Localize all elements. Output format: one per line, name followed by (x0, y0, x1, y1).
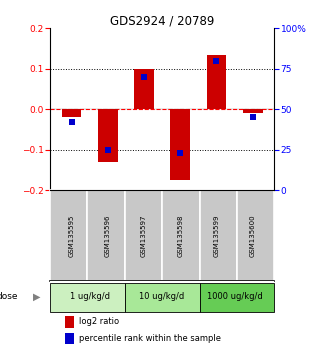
Text: 1 ug/kg/d: 1 ug/kg/d (70, 292, 109, 302)
Bar (200, 283, 274, 312)
Title: GDS2924 / 20789: GDS2924 / 20789 (110, 14, 214, 27)
Bar (62, 109, 82, 117)
Text: percentile rank within the sample: percentile rank within the sample (79, 334, 221, 343)
Bar (170, 109, 190, 180)
Text: dose: dose (0, 292, 18, 302)
Point (142, 74, 147, 80)
Text: log2 ratio: log2 ratio (79, 318, 119, 326)
Bar (50, 283, 125, 312)
Bar (200, 190, 237, 281)
Bar (237, 190, 274, 281)
Bar (206, 55, 226, 109)
Bar (125, 283, 200, 312)
Bar (98, 109, 118, 162)
Bar (125, 190, 162, 281)
Text: 10 ug/kg/d: 10 ug/kg/d (140, 292, 185, 302)
Point (105, 147, 110, 153)
Point (214, 58, 219, 63)
Text: GSM135595: GSM135595 (68, 215, 74, 257)
Bar (50, 190, 87, 281)
Bar (65, 316, 74, 328)
Text: 1000 ug/kg/d: 1000 ug/kg/d (207, 292, 263, 302)
Bar (65, 333, 74, 344)
Text: ▶: ▶ (32, 292, 40, 302)
Point (250, 114, 255, 120)
Point (69, 119, 74, 125)
Bar (243, 109, 263, 113)
Text: GSM135596: GSM135596 (105, 215, 111, 257)
Bar (87, 190, 125, 281)
Text: GSM135597: GSM135597 (141, 215, 147, 257)
Text: GSM135599: GSM135599 (213, 215, 220, 257)
Bar (162, 190, 200, 281)
Point (178, 150, 183, 156)
Text: GSM135600: GSM135600 (250, 215, 256, 257)
Text: GSM135598: GSM135598 (177, 215, 183, 257)
Bar (134, 69, 154, 109)
